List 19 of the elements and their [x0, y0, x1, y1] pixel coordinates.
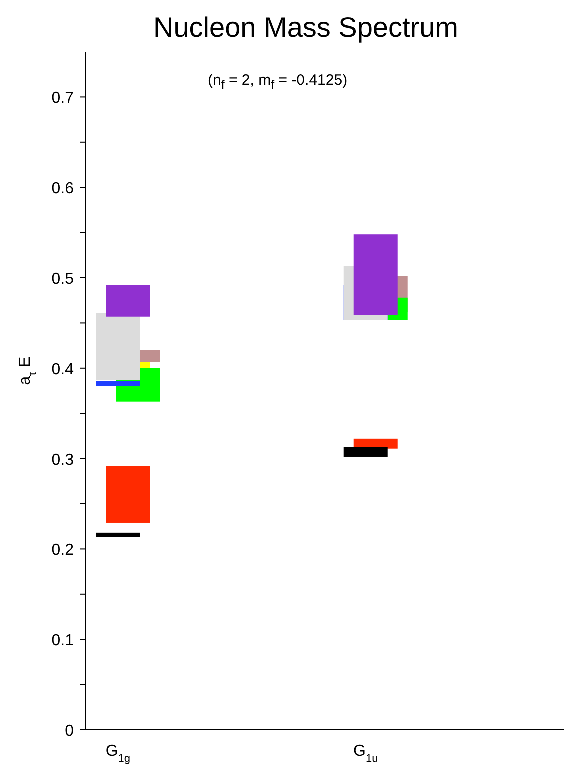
bar [96, 532, 140, 538]
y-tick-label: 0.1 [52, 632, 74, 650]
bar [344, 447, 388, 457]
x-tick-label: G$_{1g}$ [106, 743, 131, 765]
bar [96, 381, 140, 386]
bar [106, 285, 150, 317]
y-tick-label: 0.7 [52, 90, 74, 108]
y-tick-label: 0.6 [52, 180, 74, 198]
y-tick-label: 0.4 [52, 361, 74, 378]
bar [354, 234, 398, 316]
chart-title: Nucleon Mass Spectrum [152, 11, 460, 45]
x-tick-label: G$_{1u}$ [354, 743, 378, 765]
y-tick-label: 0.5 [52, 271, 74, 288]
y-tick-label: 0 [65, 723, 74, 740]
y-tick-label: 0.2 [52, 542, 74, 560]
bar [96, 313, 140, 380]
annotation: (n$_{f}$ = 2, m$_{f}$ = -0.4125) [208, 72, 348, 92]
y-tick-label: 0.3 [52, 452, 74, 469]
bar [106, 466, 150, 523]
